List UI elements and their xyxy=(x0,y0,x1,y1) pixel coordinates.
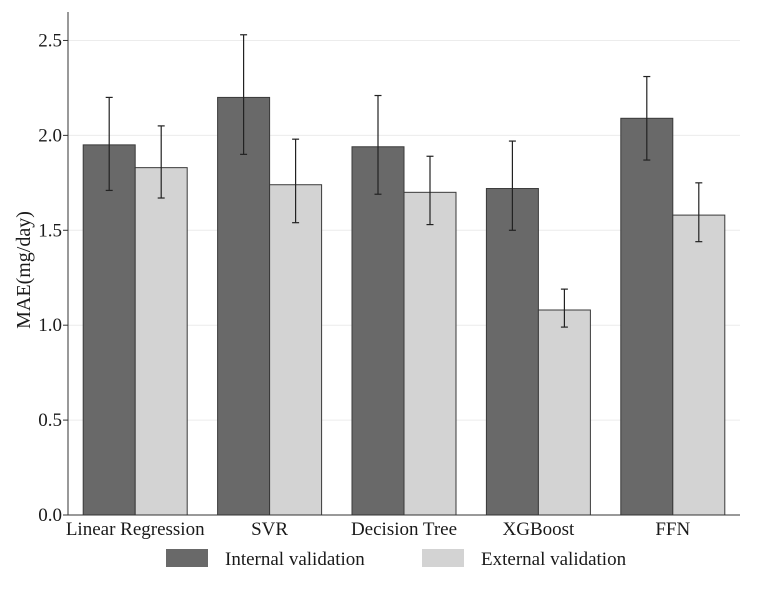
bar xyxy=(672,214,726,516)
x-tick-label: Decision Tree xyxy=(351,519,457,540)
y-tick-label: 0.5 xyxy=(38,410,62,431)
legend-label: External validation xyxy=(481,549,627,570)
x-tick-label: FFN xyxy=(655,519,690,540)
axes xyxy=(63,12,740,516)
legend-swatch xyxy=(166,549,208,567)
bar xyxy=(217,96,271,516)
y-tick-label: 1.0 xyxy=(38,315,62,336)
error-bars xyxy=(105,34,703,328)
y-tick-labels: 0.0 0.5 1.0 1.5 2.0 2.5 xyxy=(38,30,62,526)
bar xyxy=(82,144,136,516)
bar xyxy=(134,167,188,516)
y-tick-label: 2.5 xyxy=(38,30,62,51)
bar xyxy=(485,188,539,516)
bar xyxy=(620,117,674,516)
legend-swatch xyxy=(422,549,464,567)
legend: Internal validation External validation xyxy=(166,549,627,570)
bar xyxy=(269,184,323,516)
bar xyxy=(537,309,591,516)
bar xyxy=(351,146,405,516)
y-tick-label: 2.0 xyxy=(38,125,62,146)
y-tick-label: 1.5 xyxy=(38,220,62,241)
bars xyxy=(82,96,726,516)
x-tick-label: XGBoost xyxy=(503,519,576,540)
y-tick-label: 0.0 xyxy=(38,505,62,526)
legend-label: Internal validation xyxy=(225,549,365,570)
x-tick-labels: Linear Regression SVR Decision Tree XGBoost… xyxy=(66,519,691,540)
y-axis-title: MAE(mg/day) xyxy=(13,211,35,329)
x-tick-label: SVR xyxy=(251,519,288,540)
bar xyxy=(403,191,457,516)
x-tick-label: Linear Regression xyxy=(66,519,205,540)
